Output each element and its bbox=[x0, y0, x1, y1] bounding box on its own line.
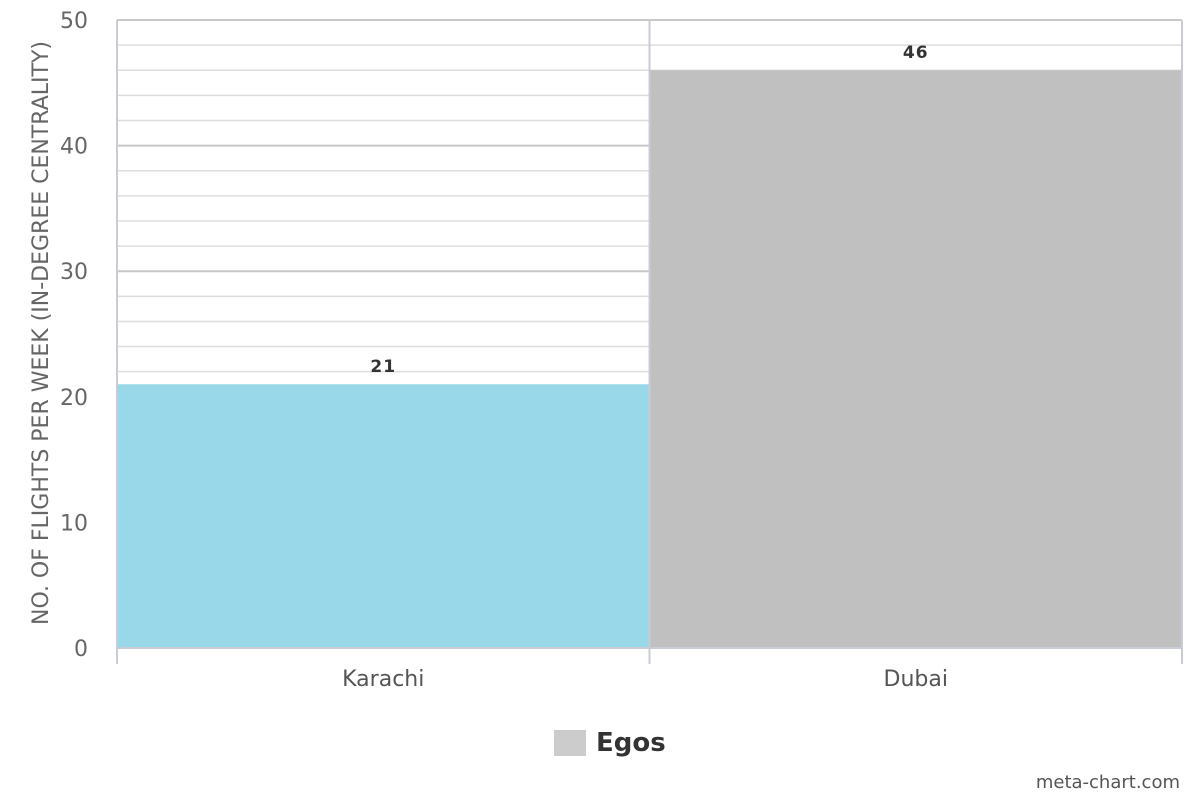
data-label-dubai: 46 bbox=[903, 43, 929, 63]
y-axis-title: NO. OF FLIGHTS PER WEEK (IN-DEGREE CENTR… bbox=[29, 41, 54, 625]
legend[interactable]: Egos bbox=[554, 728, 666, 758]
axes bbox=[116, 20, 1183, 664]
y-tick-labels: 0 10 20 30 40 50 bbox=[60, 9, 88, 662]
y-tick-label: 0 bbox=[74, 637, 88, 662]
bar-karachi[interactable] bbox=[117, 384, 650, 648]
data-label-karachi: 21 bbox=[370, 357, 396, 377]
credit-link[interactable]: meta-chart.com bbox=[1035, 772, 1180, 793]
legend-label-egos: Egos bbox=[596, 728, 666, 758]
bar-dubai[interactable] bbox=[649, 70, 1183, 649]
y-tick-label: 10 bbox=[60, 511, 88, 536]
x-tick-labels: Karachi Dubai bbox=[342, 667, 948, 692]
y-tick-label: 40 bbox=[60, 135, 88, 160]
x-tick-label-karachi: Karachi bbox=[342, 667, 424, 692]
y-tick-label: 20 bbox=[60, 386, 88, 411]
y-tick-label: 30 bbox=[60, 260, 88, 285]
bars bbox=[117, 70, 1183, 649]
data-labels: 21 46 bbox=[370, 43, 929, 377]
y-tick-label: 50 bbox=[60, 9, 88, 34]
x-tick-label-dubai: Dubai bbox=[884, 667, 948, 692]
legend-swatch-egos bbox=[554, 730, 586, 756]
